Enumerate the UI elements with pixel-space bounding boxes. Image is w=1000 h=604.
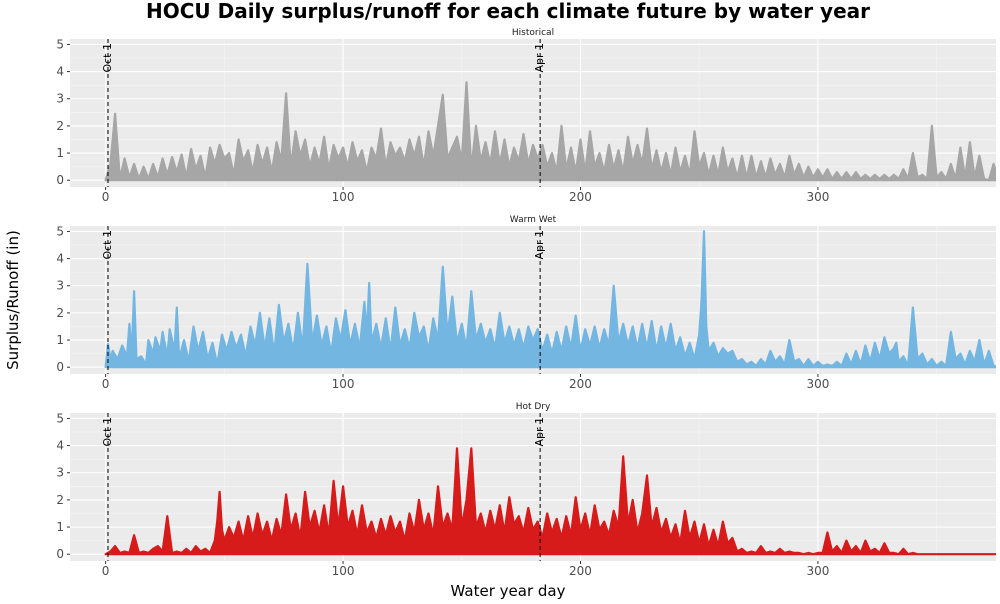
y-tick-label: 3: [56, 279, 64, 293]
y-tick-label: 2: [56, 306, 64, 320]
x-tick-label: 200: [569, 564, 592, 578]
x-tick-label: 0: [102, 190, 110, 204]
y-tick-label: 3: [56, 92, 64, 106]
x-axis-title: Water year day: [451, 582, 566, 600]
x-tick-label: 100: [332, 377, 355, 391]
y-tick-label: 5: [56, 224, 64, 238]
y-tick-label: 1: [56, 146, 64, 160]
reference-line-label: Oct 1: [101, 43, 114, 73]
panel-title: Warm Wet: [510, 215, 557, 225]
chart-title: HOCU Daily surplus/runoff for each clima…: [146, 0, 870, 23]
reference-line-label: Oct 1: [101, 417, 114, 447]
series-area: [104, 447, 996, 556]
x-tick-label: 100: [332, 190, 355, 204]
x-tick-label: 0: [102, 564, 110, 578]
y-tick-label: 1: [56, 333, 64, 347]
x-tick-label: 300: [806, 190, 829, 204]
series-area: [104, 81, 996, 182]
y-tick-label: 4: [56, 252, 64, 266]
series-area: [104, 230, 996, 369]
y-tick-label: 1: [56, 520, 64, 534]
panel-historical: Historical 0 100 200 300 0 1 2 3 4 5 Oct 1 Apr 1: [56, 28, 996, 204]
panel-title: Historical: [512, 28, 554, 38]
panel-hot-dry: Hot Dry 0 100 200 300 0 1 2 3 4 5 Oct 1 Apr 1: [56, 402, 996, 578]
x-tick-label: 200: [569, 377, 592, 391]
y-tick-label: 5: [56, 411, 64, 425]
y-tick-label: 0: [56, 547, 64, 561]
y-tick-label: 0: [56, 360, 64, 374]
y-tick-label: 2: [56, 119, 64, 133]
reference-line-label: Apr 1: [533, 417, 546, 447]
reference-line-label: Apr 1: [533, 230, 546, 260]
x-tick-label: 300: [806, 377, 829, 391]
x-tick-label: 0: [102, 377, 110, 391]
y-axis-title: Surplus/Runoff (in): [4, 230, 22, 370]
y-tick-label: 0: [56, 173, 64, 187]
y-tick-label: 4: [56, 65, 64, 79]
reference-line-label: Oct 1: [101, 230, 114, 260]
y-tick-label: 5: [56, 37, 64, 51]
reference-line-label: Apr 1: [533, 43, 546, 73]
y-tick-label: 4: [56, 439, 64, 453]
x-tick-label: 300: [806, 564, 829, 578]
x-tick-label: 200: [569, 190, 592, 204]
panel-warm-wet: Warm Wet 0 100 200 300 0 1 2 3 4 5 Oct 1 Apr 1: [56, 215, 996, 391]
x-tick-label: 100: [332, 564, 355, 578]
y-tick-label: 3: [56, 466, 64, 480]
y-tick-label: 2: [56, 493, 64, 507]
panel-title: Hot Dry: [516, 402, 551, 412]
